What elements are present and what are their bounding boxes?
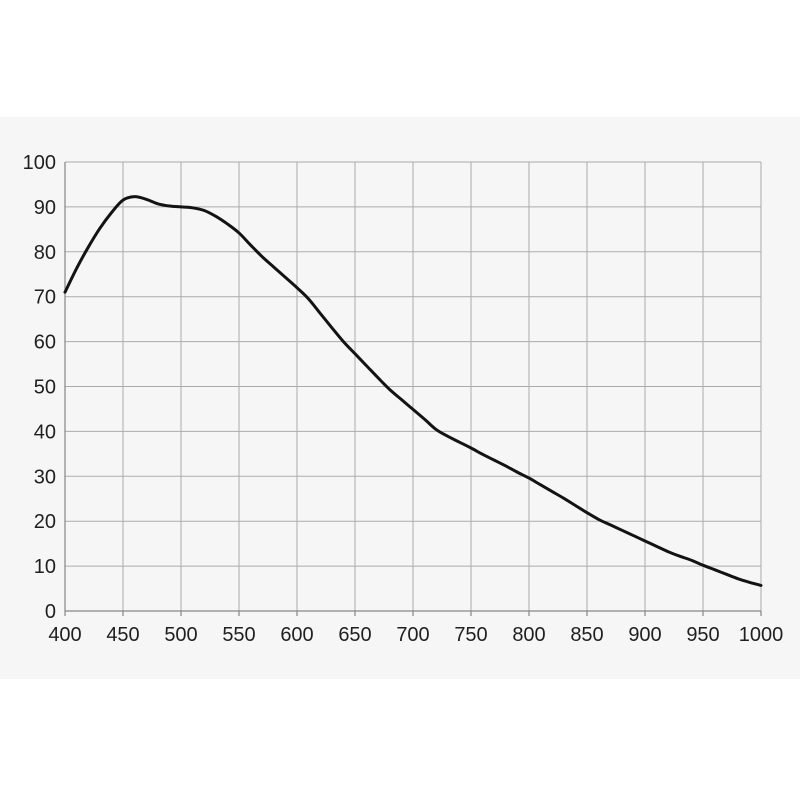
x-tick-label: 550 bbox=[222, 624, 255, 646]
x-tick-label: 400 bbox=[48, 624, 81, 646]
y-axis-tick-labels: 0 10 20 30 40 50 60 70 80 90 100 bbox=[23, 152, 56, 623]
y-tick-label: 30 bbox=[34, 466, 56, 488]
x-tick-label: 650 bbox=[338, 624, 371, 646]
y-tick-label: 50 bbox=[34, 377, 56, 399]
axis-tick-marks bbox=[64, 611, 762, 616]
x-tick-label: 500 bbox=[164, 624, 197, 646]
x-tick-label: 900 bbox=[628, 624, 661, 646]
y-tick-label: 100 bbox=[23, 152, 56, 174]
y-tick-label: 70 bbox=[34, 287, 56, 309]
y-tick-label: 40 bbox=[34, 421, 56, 443]
y-tick-label: 80 bbox=[34, 242, 56, 264]
x-tick-label: 800 bbox=[512, 624, 545, 646]
data-curve bbox=[63, 195, 763, 587]
y-tick-label: 20 bbox=[34, 511, 56, 533]
grid-lines bbox=[64, 161, 762, 612]
x-tick-label: 600 bbox=[280, 624, 313, 646]
x-axis-tick-labels: 400 450 500 550 600 650 700 750 800 850 900 950 1000 bbox=[48, 624, 783, 646]
x-tick-label: 950 bbox=[686, 624, 719, 646]
y-tick-label: 90 bbox=[34, 197, 56, 219]
x-tick-label: 750 bbox=[454, 624, 487, 646]
y-tick-label: 0 bbox=[45, 601, 56, 623]
y-tick-label: 60 bbox=[34, 332, 56, 354]
y-tick-label: 10 bbox=[34, 556, 56, 578]
x-tick-label: 450 bbox=[106, 624, 139, 646]
x-tick-label: 1000 bbox=[739, 624, 784, 646]
x-tick-label: 700 bbox=[396, 624, 429, 646]
x-tick-label: 850 bbox=[570, 624, 603, 646]
